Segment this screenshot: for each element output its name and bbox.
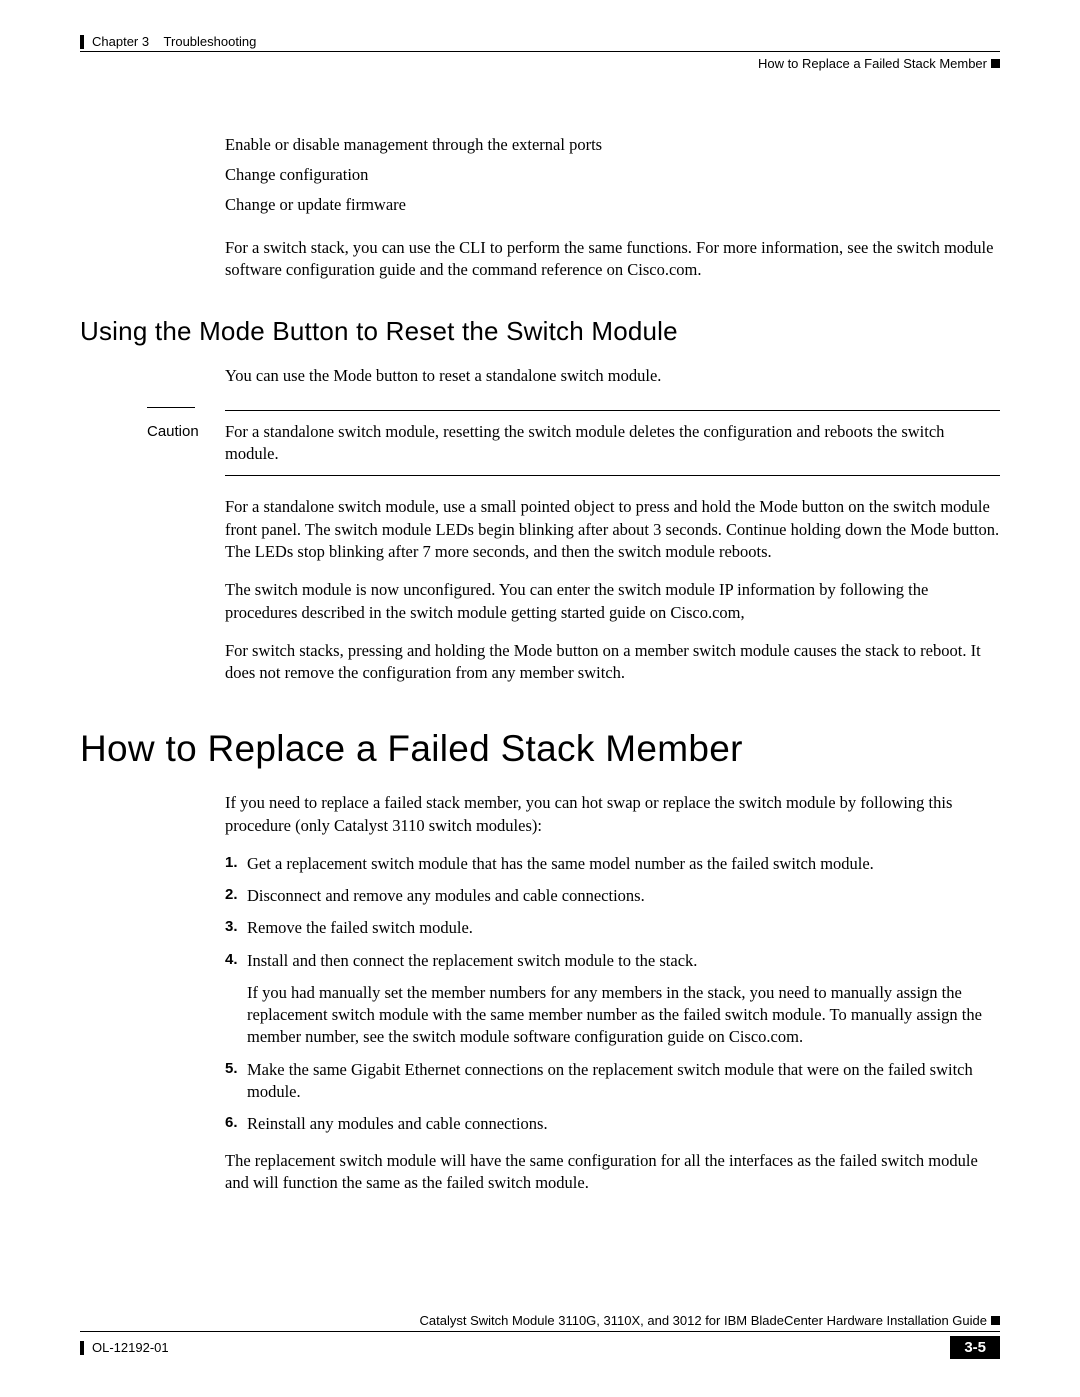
- heading-mode-button: Using the Mode Button to Reset the Switc…: [80, 316, 1000, 347]
- header-section-title: How to Replace a Failed Stack Member: [80, 56, 1000, 71]
- bullet-item: Enable or disable management through the…: [225, 131, 1000, 159]
- paragraph: If you need to replace a failed stack me…: [225, 792, 1000, 837]
- step-item: Reinstall any modules and cable connecti…: [225, 1113, 1000, 1135]
- footer-title-row: Catalyst Switch Module 3110G, 3110X, and…: [80, 1313, 1000, 1328]
- caution-block: Caution For a standalone switch module, …: [147, 407, 1000, 477]
- caution-text: For a standalone switch module, resettin…: [225, 421, 1000, 466]
- header-row: Chapter 3 Troubleshooting: [80, 34, 1000, 49]
- ordered-list: Get a replacement switch module that has…: [225, 853, 1000, 1136]
- paragraph: For a standalone switch module, use a sm…: [225, 496, 1000, 563]
- footer: Catalyst Switch Module 3110G, 3110X, and…: [80, 1313, 1000, 1359]
- chapter-marker: Chapter 3 Troubleshooting: [80, 34, 256, 49]
- paragraph: The replacement switch module will have …: [225, 1150, 1000, 1195]
- black-square-icon: [991, 1316, 1000, 1325]
- step-item: Install and then connect the replacement…: [225, 950, 1000, 1049]
- paragraph: For a switch stack, you can use the CLI …: [225, 237, 1000, 282]
- bullet-item: Change configuration: [225, 161, 1000, 189]
- paragraph: You can use the Mode button to reset a s…: [225, 365, 1000, 387]
- footer-guide-title: Catalyst Switch Module 3110G, 3110X, and…: [420, 1313, 988, 1328]
- paragraph: The switch module is now unconfigured. Y…: [225, 579, 1000, 624]
- vertical-bar-icon: [80, 1341, 84, 1355]
- header-rule: [80, 51, 1000, 52]
- step-item: Disconnect and remove any modules and ca…: [225, 885, 1000, 907]
- step-item: Remove the failed switch module.: [225, 917, 1000, 939]
- page-number: 3-5: [950, 1336, 1000, 1359]
- step-item: Get a replacement switch module that has…: [225, 853, 1000, 875]
- caution-rule-short: [147, 407, 195, 408]
- caution-rule-bottom: [225, 475, 1000, 476]
- caution-row: Caution For a standalone switch module, …: [147, 421, 1000, 466]
- step-subtext: If you had manually set the member numbe…: [247, 982, 1000, 1049]
- paragraph: For switch stacks, pressing and holding …: [225, 640, 1000, 685]
- footer-bottom-row: OL-12192-01 3-5: [80, 1336, 1000, 1359]
- heading-replace-stack: How to Replace a Failed Stack Member: [80, 728, 1000, 770]
- footer-rule: [80, 1331, 1000, 1332]
- caution-rule-long: [225, 410, 1000, 411]
- chapter-label: Chapter 3 Troubleshooting: [92, 34, 256, 49]
- step-item: Make the same Gigabit Ethernet connectio…: [225, 1059, 1000, 1104]
- bullet-item: Change or update firmware: [225, 191, 1000, 219]
- caution-label: Caution: [147, 421, 225, 440]
- doc-id: OL-12192-01: [80, 1340, 169, 1355]
- content-area: Enable or disable management through the…: [80, 131, 1000, 1194]
- upper-bullet-list: Enable or disable management through the…: [225, 131, 1000, 219]
- vertical-bar-icon: [80, 35, 84, 49]
- page-container: Chapter 3 Troubleshooting How to Replace…: [0, 0, 1080, 1397]
- black-square-icon: [991, 59, 1000, 68]
